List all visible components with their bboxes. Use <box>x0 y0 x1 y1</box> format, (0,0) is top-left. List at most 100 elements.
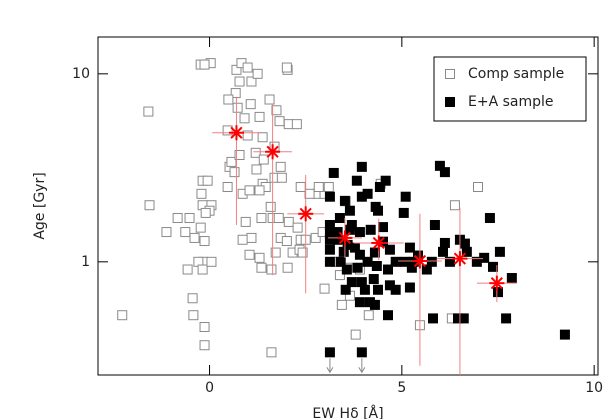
star-stroke <box>230 126 243 139</box>
point <box>404 242 415 253</box>
point <box>195 222 206 233</box>
legend-box <box>433 56 587 122</box>
point <box>230 88 241 99</box>
point <box>324 191 335 202</box>
mean-star <box>371 235 387 251</box>
star-stroke <box>266 145 279 158</box>
point <box>439 237 450 248</box>
mean-star <box>298 206 314 222</box>
point <box>276 172 287 183</box>
y-tick-label: 1 <box>81 254 90 270</box>
point <box>264 94 275 105</box>
mean-star <box>337 230 353 246</box>
point <box>559 329 570 340</box>
point <box>304 188 315 199</box>
point <box>459 238 470 249</box>
point <box>254 252 265 263</box>
point <box>265 201 276 212</box>
point <box>339 195 350 206</box>
point <box>274 116 285 127</box>
arrow-head <box>358 367 366 374</box>
point <box>324 244 335 255</box>
point <box>506 273 517 284</box>
point <box>324 256 335 267</box>
point <box>242 62 253 73</box>
point <box>368 274 379 285</box>
x-tick-label: 0 <box>205 380 214 396</box>
point <box>473 182 483 193</box>
point <box>283 216 294 227</box>
point <box>282 262 293 273</box>
point <box>398 207 409 218</box>
point <box>501 313 512 324</box>
point <box>438 246 448 257</box>
upper-limit-arrow <box>326 358 334 374</box>
point <box>373 284 383 295</box>
point <box>380 175 391 186</box>
point <box>428 313 438 324</box>
point <box>324 219 335 230</box>
point <box>232 102 243 113</box>
point <box>256 213 267 224</box>
point <box>250 147 261 158</box>
star-stroke <box>453 252 467 265</box>
star-stroke <box>413 254 427 268</box>
point <box>229 167 240 178</box>
point <box>338 246 349 257</box>
point <box>196 188 207 199</box>
point <box>189 232 200 243</box>
point <box>180 227 191 238</box>
point <box>341 264 352 275</box>
point <box>335 256 346 267</box>
x-axis-label: EW Hδ [Å] <box>312 405 383 419</box>
point <box>363 310 374 321</box>
point <box>273 213 284 224</box>
point <box>251 164 262 175</box>
point <box>356 347 367 358</box>
point <box>188 310 199 321</box>
point <box>182 264 193 275</box>
point <box>244 249 255 260</box>
point <box>344 205 355 216</box>
point <box>324 347 335 358</box>
point <box>354 297 365 308</box>
star-stroke <box>338 231 352 245</box>
point <box>439 167 450 178</box>
point <box>246 76 257 87</box>
mean-star <box>412 253 428 269</box>
point <box>354 227 365 238</box>
point <box>334 213 345 224</box>
point <box>383 264 393 275</box>
point <box>362 188 373 199</box>
point <box>310 232 321 243</box>
point <box>374 182 385 193</box>
point <box>199 340 210 351</box>
x-tick-label: 5 <box>397 380 406 396</box>
point <box>340 284 351 295</box>
point <box>384 244 395 255</box>
point <box>429 219 440 230</box>
point <box>494 246 505 257</box>
point <box>493 287 503 298</box>
point <box>297 247 308 258</box>
mean-star <box>228 125 244 141</box>
point <box>199 59 210 70</box>
point <box>449 200 460 211</box>
point <box>223 94 234 105</box>
point <box>359 284 370 295</box>
arrow-head <box>326 367 334 374</box>
point <box>244 185 255 196</box>
point <box>117 310 128 321</box>
point <box>378 222 388 233</box>
point <box>254 111 265 122</box>
x-tick-label: 10 <box>585 380 603 396</box>
point <box>172 213 183 224</box>
point <box>365 224 376 235</box>
upper-limit-arrow <box>358 358 366 374</box>
point <box>369 299 380 310</box>
point <box>200 207 211 218</box>
point <box>222 125 233 136</box>
point <box>161 227 172 238</box>
point <box>234 76 245 87</box>
point <box>346 277 357 288</box>
